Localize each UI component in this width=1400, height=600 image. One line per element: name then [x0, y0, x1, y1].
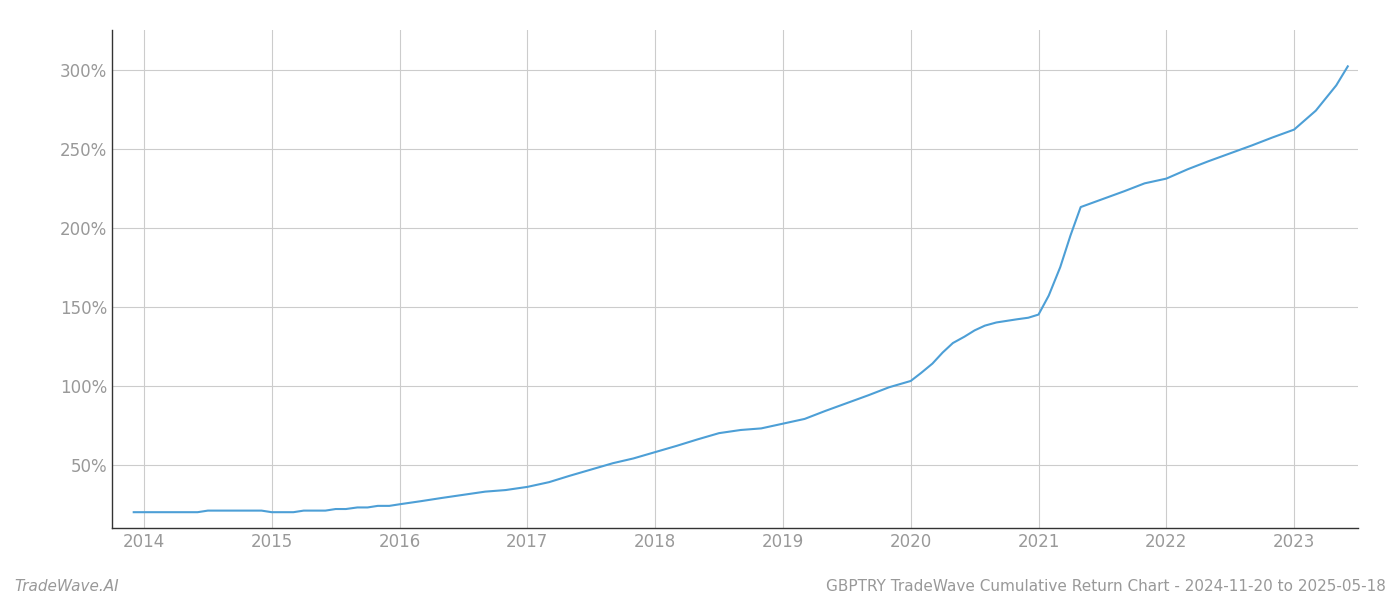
- Text: GBPTRY TradeWave Cumulative Return Chart - 2024-11-20 to 2025-05-18: GBPTRY TradeWave Cumulative Return Chart…: [826, 579, 1386, 594]
- Text: TradeWave.AI: TradeWave.AI: [14, 579, 119, 594]
